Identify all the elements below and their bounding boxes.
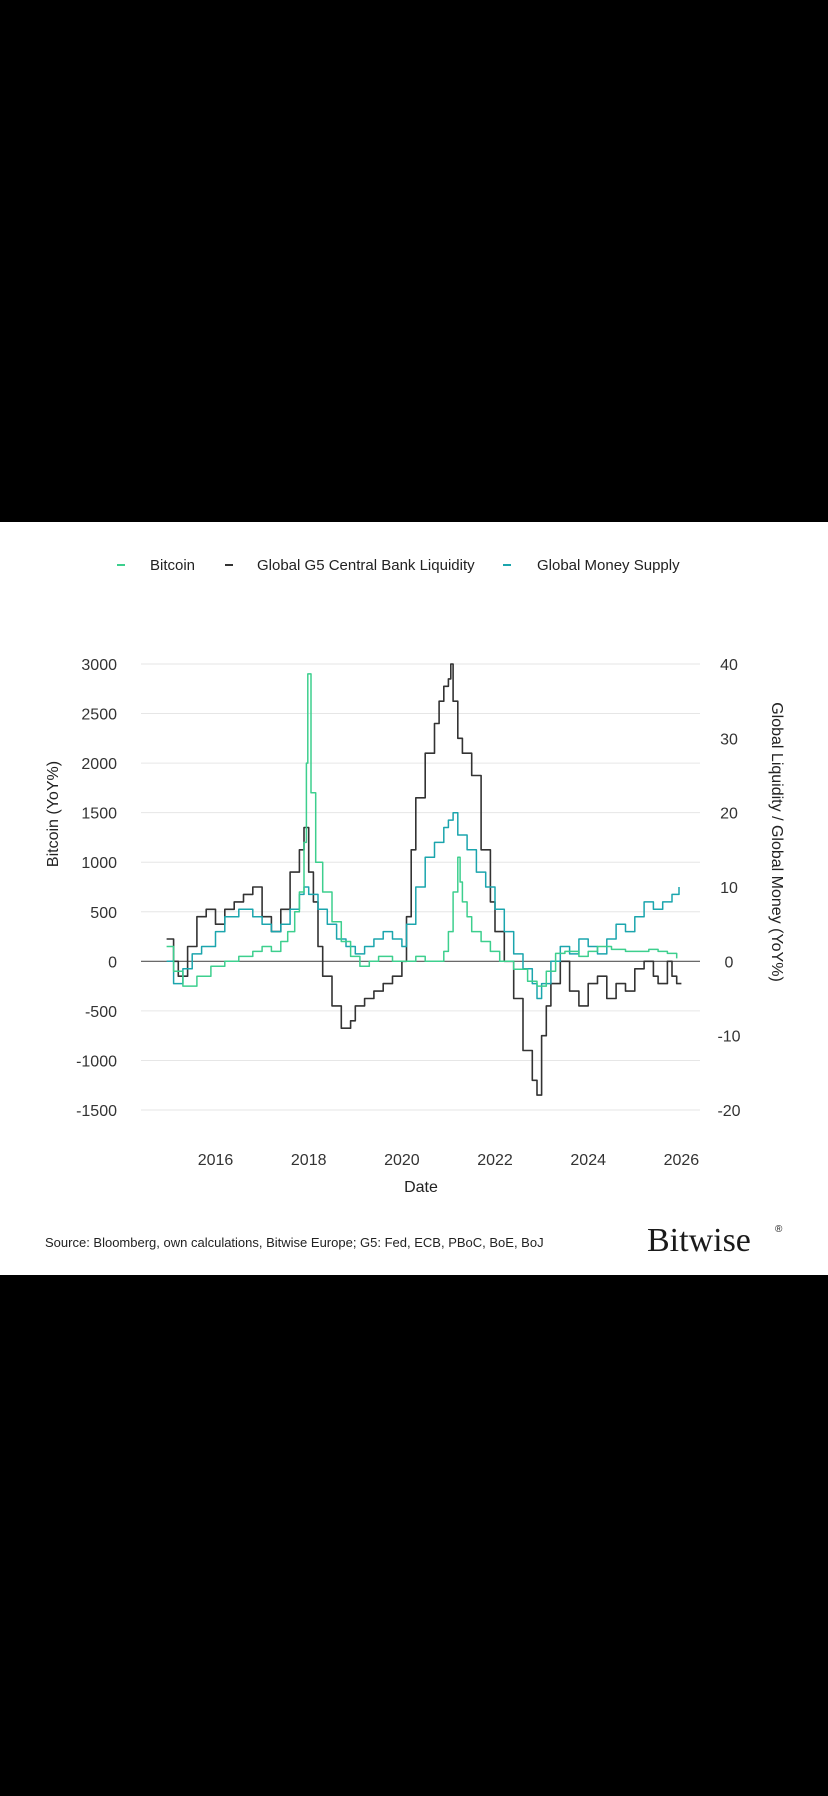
y-left-tick-label: -1500	[76, 1103, 117, 1120]
y-left-tick-label: 500	[90, 905, 117, 922]
y-left-ticks: 3000 2500 2000 1500 1000 500 0 -500 -1000 -1500	[76, 657, 117, 1120]
chart: Bitcoin Global G5 Central Bank Liquidity…	[45, 557, 785, 1259]
x-tick-label: 2024	[570, 1152, 606, 1169]
grid	[141, 663, 700, 1111]
x-tick-label: 2016	[198, 1152, 234, 1169]
y-left-tick-label: 2000	[81, 756, 117, 773]
chart-card: Bitcoin Global G5 Central Bank Liquidity…	[0, 522, 828, 1275]
bitwise-logo: Bitwise ®	[647, 1222, 783, 1259]
series-line-bitcoin	[166, 673, 678, 987]
series-group	[166, 663, 682, 1096]
y-right-tick-label: 0	[725, 954, 734, 971]
x-tick-label: 2018	[291, 1152, 327, 1169]
x-tick-label: 2026	[664, 1152, 700, 1169]
x-axis-title: Date	[404, 1179, 438, 1196]
brand-name: Bitwise	[647, 1222, 751, 1259]
legend-item-bitcoin: Bitcoin	[117, 557, 195, 574]
y-left-tick-label: 2500	[81, 707, 117, 724]
brand-registered-mark: ®	[775, 1224, 783, 1235]
y-left-tick-label: 1000	[81, 855, 117, 872]
y-right-ticks: 40 30 20 10 0 -10 -20	[717, 657, 740, 1120]
y-axis-right-title: Global Liquidity / Global Money (YoY%)	[768, 702, 785, 982]
y-right-tick-label: 40	[720, 657, 738, 674]
y-right-tick-label: 30	[720, 731, 738, 748]
y-left-tick-label: -500	[85, 1004, 117, 1021]
y-right-tick-label: 20	[720, 806, 738, 823]
legend: Bitcoin Global G5 Central Bank Liquidity…	[117, 557, 680, 574]
source-note: Source: Bloomberg, own calculations, Bit…	[45, 1235, 544, 1250]
y-axis-left-title: Bitcoin (YoY%)	[45, 761, 62, 867]
legend-label-money-supply: Global Money Supply	[537, 557, 680, 574]
x-tick-label: 2022	[477, 1152, 513, 1169]
y-right-tick-label: -20	[717, 1103, 740, 1120]
legend-item-money-supply: Global Money Supply	[503, 557, 680, 574]
legend-label-bitcoin: Bitcoin	[150, 557, 195, 574]
series-line-global-money-supply	[166, 811, 680, 1000]
legend-label-g5-liquidity: Global G5 Central Bank Liquidity	[257, 557, 475, 574]
y-left-tick-label: 1500	[81, 806, 117, 823]
y-right-tick-label: 10	[720, 880, 738, 897]
x-tick-label: 2020	[384, 1152, 420, 1169]
series-line-global-g5-central-bank-liquidity	[166, 663, 682, 1096]
y-left-tick-label: 0	[108, 954, 117, 971]
y-left-tick-label: -1000	[76, 1053, 117, 1070]
x-ticks: 2016 2018 2020 2022 2024 2026	[198, 1152, 700, 1169]
y-left-tick-label: 3000	[81, 657, 117, 674]
legend-item-g5-liquidity: Global G5 Central Bank Liquidity	[225, 557, 475, 574]
y-right-tick-label: -10	[717, 1029, 740, 1046]
